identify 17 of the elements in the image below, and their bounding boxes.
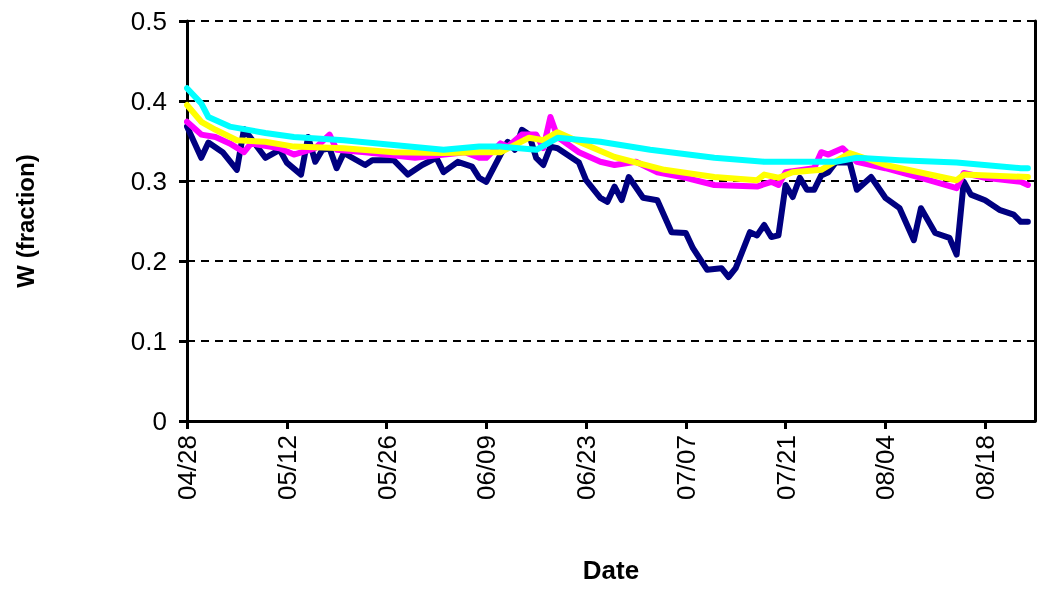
y-tick-label: 0.4	[130, 86, 167, 116]
y-tick-label: 0.1	[130, 326, 167, 356]
y-axis-title: W (fraction)	[11, 154, 39, 288]
x-tick-label: 04/28	[172, 435, 202, 501]
y-tick-label: 0.3	[130, 166, 167, 196]
x-tick-label: 08/04	[870, 435, 901, 501]
x-tick-label: 05/26	[371, 435, 402, 501]
y-tick-label: 0.5	[130, 6, 167, 36]
y-tick-label: 0	[152, 406, 167, 436]
y-tick-label: 0.2	[130, 246, 167, 276]
x-tick-label: 07/07	[670, 435, 701, 501]
x-tick-label: 06/09	[471, 435, 502, 501]
x-tick-label: 05/12	[271, 435, 302, 501]
x-tick-label: 08/18	[970, 435, 1001, 501]
x-axis-title: Date	[582, 555, 640, 585]
x-tick-label: 07/21	[770, 435, 801, 501]
x-tick-label: 06/23	[571, 435, 602, 501]
